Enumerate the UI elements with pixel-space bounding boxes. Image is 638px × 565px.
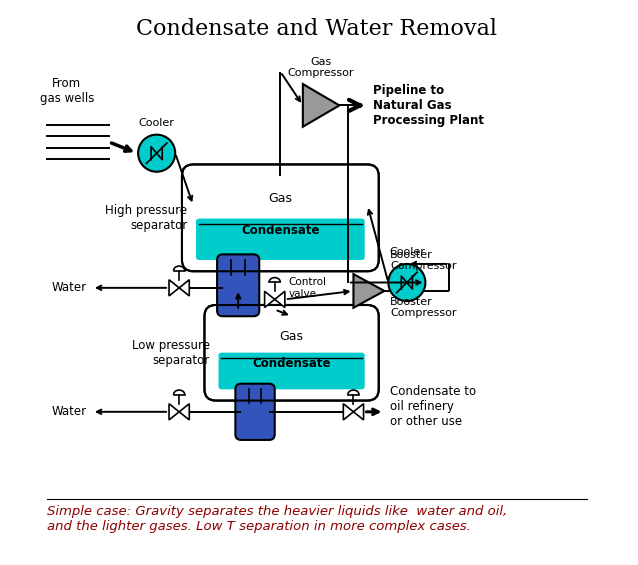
Polygon shape — [169, 280, 179, 296]
Text: Booster
Compressor: Booster Compressor — [390, 250, 456, 271]
Text: Condensate to
oil refinery
or other use: Condensate to oil refinery or other use — [390, 385, 476, 428]
Text: Gas: Gas — [279, 330, 304, 343]
Text: Gas: Gas — [269, 192, 292, 205]
FancyBboxPatch shape — [218, 353, 365, 389]
FancyBboxPatch shape — [217, 254, 259, 316]
Polygon shape — [343, 404, 353, 420]
Text: Pipeline to
Natural Gas
Processing Plant: Pipeline to Natural Gas Processing Plant — [373, 84, 484, 127]
Text: Condensate and Water Removal: Condensate and Water Removal — [137, 18, 498, 40]
Circle shape — [389, 264, 426, 301]
Polygon shape — [275, 292, 285, 307]
Circle shape — [138, 134, 175, 172]
Polygon shape — [179, 280, 189, 296]
Text: Cooler: Cooler — [138, 118, 175, 128]
Text: Low pressure
separator: Low pressure separator — [132, 339, 210, 367]
Text: Gas
Compressor: Gas Compressor — [288, 57, 354, 79]
Polygon shape — [303, 84, 339, 127]
Polygon shape — [179, 404, 189, 420]
Text: Condensate: Condensate — [241, 224, 320, 237]
Text: Booster
Compressor: Booster Compressor — [390, 297, 456, 318]
Text: Control
valve: Control valve — [289, 277, 327, 299]
Text: Water: Water — [51, 281, 86, 294]
Text: From
gas wells: From gas wells — [40, 77, 94, 106]
Polygon shape — [265, 292, 275, 307]
Text: Cooler: Cooler — [389, 247, 425, 257]
Text: Water: Water — [51, 405, 86, 418]
FancyBboxPatch shape — [182, 164, 379, 271]
FancyBboxPatch shape — [204, 305, 379, 401]
Polygon shape — [169, 404, 179, 420]
Text: Simple case: Gravity separates the heavier liquids like  water and oil,
and the : Simple case: Gravity separates the heavi… — [47, 505, 507, 533]
FancyBboxPatch shape — [235, 384, 275, 440]
FancyBboxPatch shape — [196, 219, 365, 260]
Text: Condensate: Condensate — [253, 357, 331, 370]
Text: High pressure
separator: High pressure separator — [105, 204, 188, 232]
Polygon shape — [353, 404, 364, 420]
Polygon shape — [353, 274, 384, 308]
